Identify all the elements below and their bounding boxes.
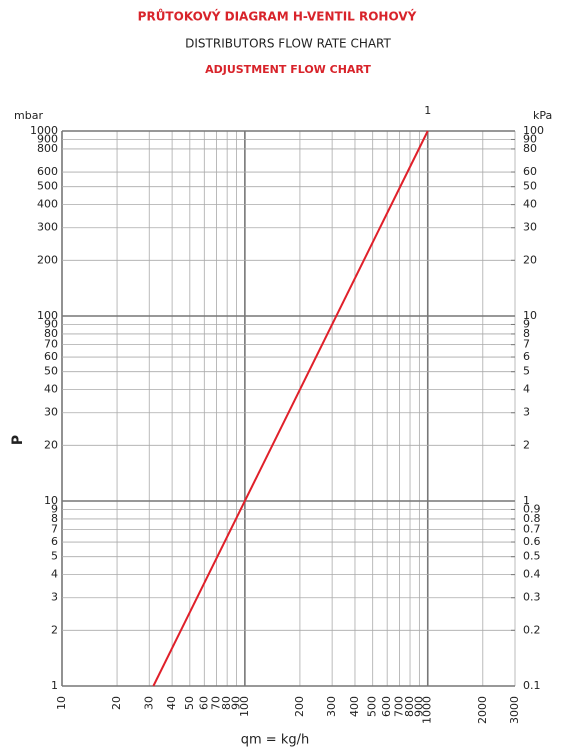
x-tick-label: 400 (348, 696, 361, 717)
y-axis-title: P (10, 435, 26, 445)
y2-tick-label: 40 (523, 198, 537, 211)
y2-tick-label: 60 (523, 165, 537, 178)
y2-tick-label: 50 (523, 180, 537, 193)
y2-tick-label: 7 (523, 338, 530, 351)
y-tick-label: 10 (44, 494, 58, 507)
y2-tick-label: 4 (523, 383, 530, 396)
y-tick-label: 6 (51, 535, 58, 548)
y2-tick-label: 5 (523, 365, 530, 378)
y-tick-label: 100 (37, 309, 58, 322)
x-tick-label: 1000 (421, 696, 434, 724)
y-tick-label: 7 (51, 523, 58, 536)
x-tick-label: 60 (197, 696, 210, 710)
x-tick-label: 3000 (508, 696, 521, 724)
x-tick-label: 80 (220, 696, 233, 710)
y2-tick-label: 9 (523, 317, 530, 330)
y2-tick-label: 6 (523, 350, 530, 363)
series-label: 1 (424, 104, 431, 117)
y-tick-label: 1 (51, 679, 58, 692)
y2-tick-label: 10 (523, 309, 537, 322)
y-tick-label: 4 (51, 568, 58, 581)
x-tick-label: 20 (110, 696, 123, 710)
x-tick-label: 200 (293, 696, 306, 717)
y-tick-label: 90 (44, 317, 58, 330)
x-tick-label: 900 (412, 696, 425, 717)
x-tick-label: 100 (238, 696, 251, 717)
x-tick-label: 70 (210, 696, 223, 710)
y-tick-label: 800 (37, 142, 58, 155)
y-tick-label: 80 (44, 327, 58, 340)
y-tick-label: 400 (37, 198, 58, 211)
y-tick-label: 40 (44, 383, 58, 396)
y-tick-label: 20 (44, 438, 58, 451)
y2-tick-label: 2 (523, 438, 530, 451)
y2-tick-label: 0.7 (523, 523, 541, 536)
y-tick-label: 9 (51, 502, 58, 515)
y2-tick-label: 0.4 (523, 568, 541, 581)
y2-tick-label: 3 (523, 406, 530, 419)
x-tick-label: 300 (325, 696, 338, 717)
y2-tick-label: 0.1 (523, 679, 541, 692)
y-tick-label: 30 (44, 406, 58, 419)
y2-tick-label: 0.8 (523, 512, 541, 525)
y-tick-label: 1000 (30, 124, 58, 137)
x-tick-label: 50 (183, 696, 196, 710)
y-tick-label: 300 (37, 221, 58, 234)
y-tick-label: 70 (44, 338, 58, 351)
y-tick-label: 2 (51, 623, 58, 636)
y2-tick-label: 0.3 (523, 591, 541, 604)
y-tick-label: 3 (51, 591, 58, 604)
y2-tick-label: 30 (523, 221, 537, 234)
x-tick-label: 500 (366, 696, 379, 717)
y2-unit: kPa (533, 109, 552, 122)
x-tick-label: 90 (230, 696, 243, 710)
y2-tick-label: 0.5 (523, 550, 541, 563)
x-tick-label: 800 (403, 696, 416, 717)
y-unit: mbar (14, 109, 43, 122)
x-tick-label: 30 (142, 696, 155, 710)
y-tick-label: 8 (51, 512, 58, 525)
y-tick-label: 600 (37, 165, 58, 178)
x-tick-label: 700 (392, 696, 405, 717)
y-tick-label: 200 (37, 253, 58, 266)
y2-tick-label: 1 (523, 494, 530, 507)
y2-tick-label: 90 (523, 132, 537, 145)
x-tick-label: 600 (380, 696, 393, 717)
series-line (152, 130, 429, 687)
x-tick-label: 2000 (476, 696, 489, 724)
y2-tick-label: 100 (523, 124, 544, 137)
y2-tick-label: 80 (523, 142, 537, 155)
y-tick-label: 900 (37, 132, 58, 145)
chart-subtitle: ADJUSTMENT FLOW CHART (205, 63, 371, 76)
y-tick-label: 500 (37, 180, 58, 193)
chart-subtitle: DISTRIBUTORS FLOW RATE CHART (185, 37, 391, 51)
y-tick-label: 5 (51, 550, 58, 563)
y2-tick-label: 0.9 (523, 502, 541, 515)
y2-tick-label: 8 (523, 327, 530, 340)
y-tick-label: 60 (44, 350, 58, 363)
y2-tick-label: 0.2 (523, 623, 541, 636)
x-axis-title: qm = kg/h (241, 733, 309, 748)
y-tick-label: 50 (44, 365, 58, 378)
x-tick-label: 10 (55, 696, 68, 710)
x-tick-label: 40 (165, 696, 178, 710)
y2-tick-label: 0.6 (523, 535, 541, 548)
chart-title: PRŮTOKOVÝ DIAGRAM H-VENTIL ROHOVÝ (138, 9, 417, 24)
y2-tick-label: 20 (523, 253, 537, 266)
